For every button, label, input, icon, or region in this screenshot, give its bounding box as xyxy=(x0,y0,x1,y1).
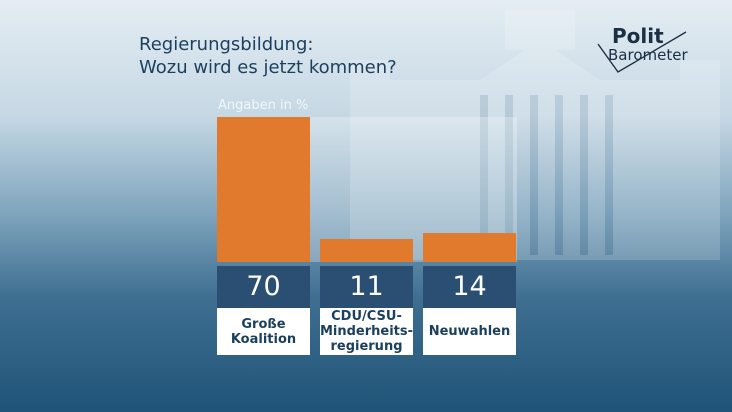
bar xyxy=(217,117,310,262)
bar-column xyxy=(320,117,413,262)
bar-column xyxy=(423,117,516,262)
title-line-2: Wozu wird es jetzt kommen? xyxy=(139,57,397,78)
title-line-1: Regierungsbildung: xyxy=(139,34,314,55)
value-label: 70 xyxy=(217,266,310,308)
category-label: CDU/CSU- Minderheits- regierung xyxy=(319,308,414,355)
politbarometer-logo: Polit Barometer xyxy=(596,24,696,74)
value-label: 11 xyxy=(320,266,413,308)
logo-line-2: Barometer xyxy=(608,46,688,64)
chart-title: Regierungsbildung: Wozu wird es jetzt ko… xyxy=(139,33,397,79)
unit-label: Angaben in % xyxy=(218,98,309,113)
category-label: Neuwahlen xyxy=(423,308,516,355)
bar-column xyxy=(217,117,310,262)
bar xyxy=(423,233,516,262)
value-label: 14 xyxy=(423,266,516,308)
logo-line-1: Polit xyxy=(612,24,664,48)
background-building-image xyxy=(350,10,720,260)
category-label: Große Koalition xyxy=(217,308,310,355)
bar xyxy=(320,239,413,262)
checkmark-icon xyxy=(597,31,687,73)
